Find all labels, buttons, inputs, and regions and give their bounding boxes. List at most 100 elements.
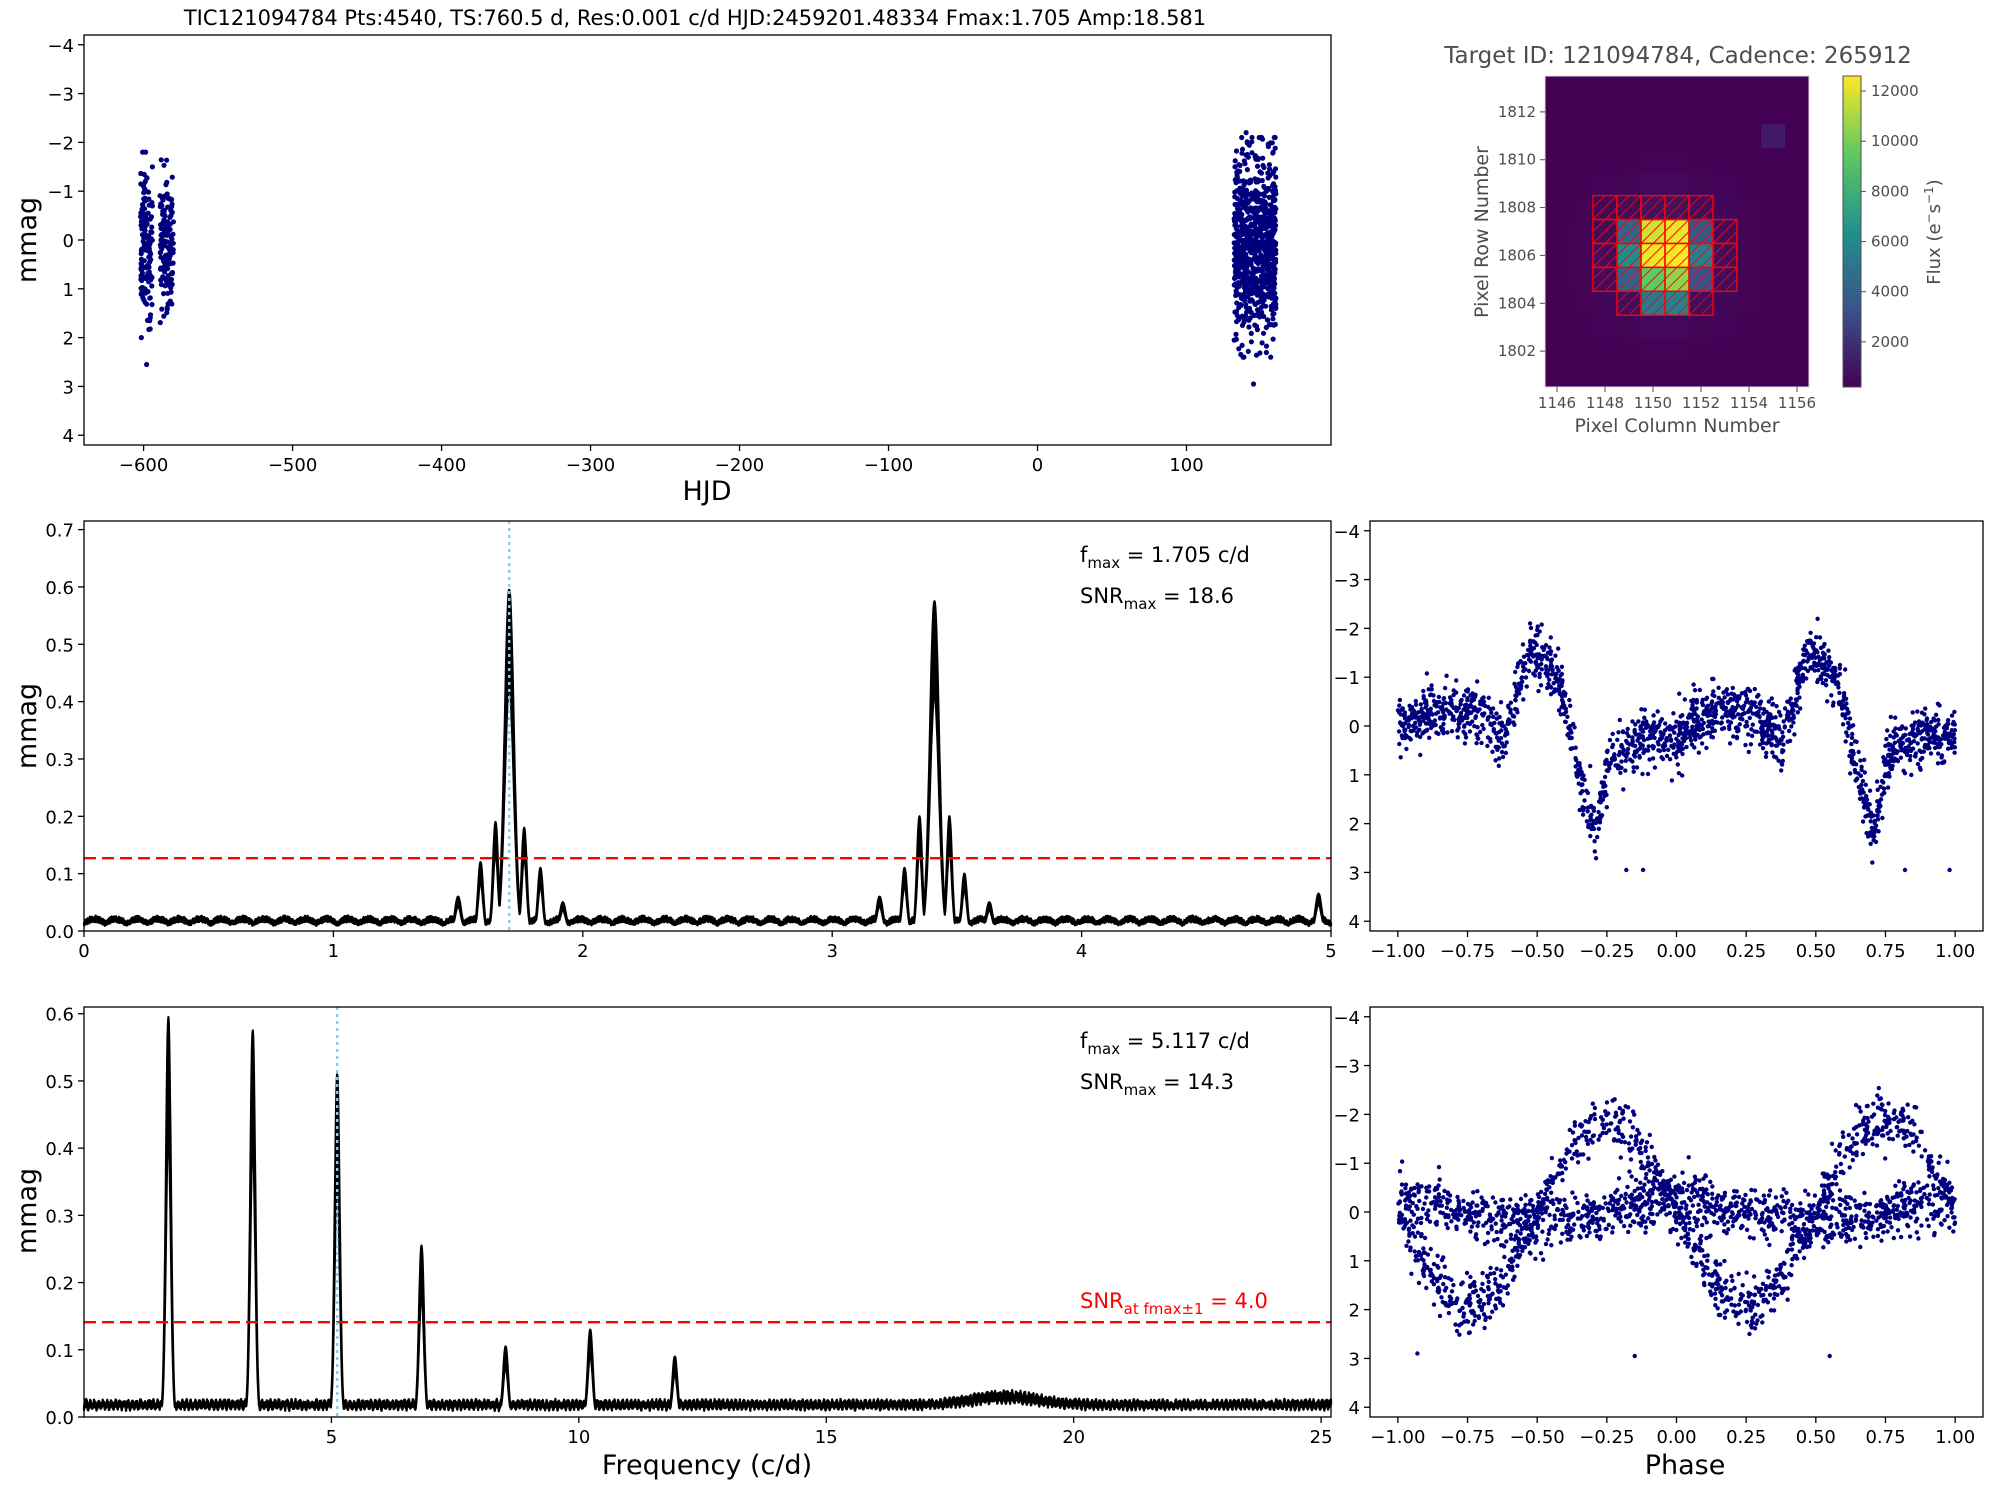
phased-2-ytick-label: −4 bbox=[1333, 1008, 1360, 1029]
tpf-pixel bbox=[1545, 291, 1570, 316]
tpf-xtick-label: 1146 bbox=[1538, 394, 1576, 412]
tpf-pixel bbox=[1689, 147, 1714, 173]
tpf-xlabel: Pixel Column Number bbox=[1574, 415, 1779, 437]
tpf-pixel bbox=[1737, 315, 1762, 340]
periodogram-2-ytick-label: 0.6 bbox=[45, 1005, 74, 1026]
periodogram-1-spectrum bbox=[82, 588, 1333, 927]
lightcurve-xtick-label: −200 bbox=[715, 455, 764, 476]
tpf-pixel bbox=[1617, 123, 1642, 149]
target-pixel-panel: Target ID: 121094784, Cadence: 265912 11… bbox=[1443, 43, 1945, 437]
tpf-pixel bbox=[1593, 147, 1618, 173]
lightcurve-ytick-label: 3 bbox=[63, 377, 74, 398]
tpf-pixel bbox=[1737, 267, 1762, 292]
periodogram-2-ytick-label: 0.2 bbox=[45, 1274, 74, 1295]
tpf-pixel bbox=[1545, 123, 1570, 149]
phased-1-ytick-label: −4 bbox=[1333, 522, 1360, 543]
tpf-pixel bbox=[1689, 76, 1714, 101]
tpf-ylabel: Pixel Row Number bbox=[1471, 146, 1493, 318]
tpf-pixel bbox=[1569, 339, 1594, 364]
tpf-pixel bbox=[1593, 339, 1618, 364]
tpf-pixel bbox=[1689, 123, 1714, 149]
phased-1-xtick-label: 0.00 bbox=[1656, 941, 1696, 962]
phased-2-xtick-label: −0.50 bbox=[1510, 1427, 1565, 1448]
tpf-pixel bbox=[1569, 267, 1594, 292]
aperture-hatch bbox=[1664, 290, 1690, 316]
tpf-pixel bbox=[1713, 99, 1738, 125]
periodogram-2-xtick-label: 25 bbox=[1310, 1427, 1333, 1448]
phased-2-ytick-label: 0 bbox=[1349, 1203, 1360, 1224]
tpf-pixel bbox=[1593, 363, 1618, 388]
tpf-pixel bbox=[1569, 315, 1594, 340]
aperture-hatch bbox=[1640, 267, 1666, 292]
aperture-hatch bbox=[1664, 267, 1690, 292]
aperture-hatch bbox=[1688, 267, 1714, 292]
aperture-hatch bbox=[1592, 243, 1618, 268]
tpf-pixel bbox=[1569, 76, 1594, 101]
phased-2-xtick-label: 1.00 bbox=[1935, 1427, 1975, 1448]
tpf-pixel bbox=[1737, 147, 1762, 173]
aperture-hatch bbox=[1592, 267, 1618, 292]
phased-2-points bbox=[1396, 1085, 1958, 1359]
phased-1-xtick-label: 0.25 bbox=[1726, 941, 1766, 962]
periodogram-2-spectrum bbox=[82, 1016, 1333, 1413]
tpf-pixel bbox=[1785, 219, 1810, 244]
tpf-pixel bbox=[1737, 195, 1762, 220]
tpf-pixel bbox=[1545, 363, 1570, 388]
colorbar-tick-label: 8000 bbox=[1871, 182, 1909, 200]
tpf-pixel bbox=[1737, 363, 1762, 388]
phased-1-ytick-label: 3 bbox=[1349, 863, 1360, 884]
tpf-pixel bbox=[1545, 267, 1570, 292]
periodogram-2-ytick-label: 0.1 bbox=[45, 1341, 74, 1362]
tpf-pixel bbox=[1761, 195, 1786, 220]
phased-2-xtick-label: 0.00 bbox=[1656, 1427, 1696, 1448]
tpf-pixel bbox=[1545, 315, 1570, 340]
lightcurve-ytick-label: 0 bbox=[63, 231, 74, 252]
lightcurve-points bbox=[138, 130, 1279, 387]
periodogram-2-ylabel: mmag bbox=[12, 1168, 43, 1254]
tpf-pixel bbox=[1641, 123, 1666, 149]
tpf-xtick-label: 1156 bbox=[1778, 394, 1816, 412]
tpf-pixel bbox=[1737, 123, 1762, 149]
tpf-pixel bbox=[1593, 291, 1618, 316]
tpf-pixel bbox=[1665, 339, 1690, 364]
tpf-pixel bbox=[1617, 147, 1642, 173]
tpf-xtick-label: 1148 bbox=[1586, 394, 1624, 412]
tpf-pixel bbox=[1761, 363, 1786, 388]
tpf-xtick-label: 1150 bbox=[1634, 394, 1672, 412]
phased-1-points bbox=[1395, 616, 1958, 873]
lightcurve-ytick-label: −1 bbox=[47, 182, 74, 203]
periodogram-1-fmax-annotation: fmax = 1.705 c/d bbox=[1080, 543, 1250, 572]
aperture-hatch bbox=[1712, 219, 1738, 244]
phased-1-ytick-label: 4 bbox=[1349, 912, 1360, 933]
tpf-pixel bbox=[1665, 99, 1690, 125]
periodogram-1-xtick-label: 3 bbox=[826, 941, 837, 962]
tpf-pixel bbox=[1761, 147, 1786, 173]
colorbar-label: Flux (e−s−1) bbox=[1922, 179, 1945, 284]
tpf-pixel bbox=[1689, 171, 1714, 197]
tpf-pixel bbox=[1545, 219, 1570, 244]
tpf-pixel bbox=[1569, 291, 1594, 316]
tpf-pixel bbox=[1617, 171, 1642, 197]
tpf-pixel bbox=[1569, 195, 1594, 220]
aperture-hatch bbox=[1640, 195, 1666, 220]
lightcurve-xtick-label: −300 bbox=[566, 455, 615, 476]
phased-1-xtick-label: 1.00 bbox=[1935, 941, 1975, 962]
aperture-hatch bbox=[1688, 219, 1714, 244]
periodogram-1-ytick-label: 0.2 bbox=[45, 807, 74, 828]
periodogram-1-xtick-label: 1 bbox=[328, 941, 339, 962]
phased-2-panel: −1.00 −0.75 −0.50 −0.25 0.00 0.25 0.50 0.75 1.00… bbox=[1333, 1006, 1984, 1481]
tpf-pixel bbox=[1569, 99, 1594, 125]
phased-1-panel: −1.00 −0.75 −0.50 −0.25 0.00 0.25 0.50 0.75 1.00… bbox=[1333, 520, 1984, 962]
tpf-pixel bbox=[1641, 315, 1666, 340]
lightcurve-xtick-label: −400 bbox=[417, 455, 466, 476]
phased-2-xtick-label: 0.75 bbox=[1865, 1427, 1905, 1448]
tpf-pixel bbox=[1761, 123, 1786, 149]
periodogram-2-snr-annotation: SNRmax = 14.3 bbox=[1080, 1070, 1234, 1099]
tpf-pixel bbox=[1785, 76, 1810, 101]
phased-1-xtick-label: 0.75 bbox=[1865, 941, 1905, 962]
tpf-pixel bbox=[1665, 76, 1690, 101]
lightcurve-ytick-label: −3 bbox=[47, 85, 74, 106]
tpf-pixel bbox=[1785, 315, 1810, 340]
tpf-pixel bbox=[1545, 99, 1570, 125]
